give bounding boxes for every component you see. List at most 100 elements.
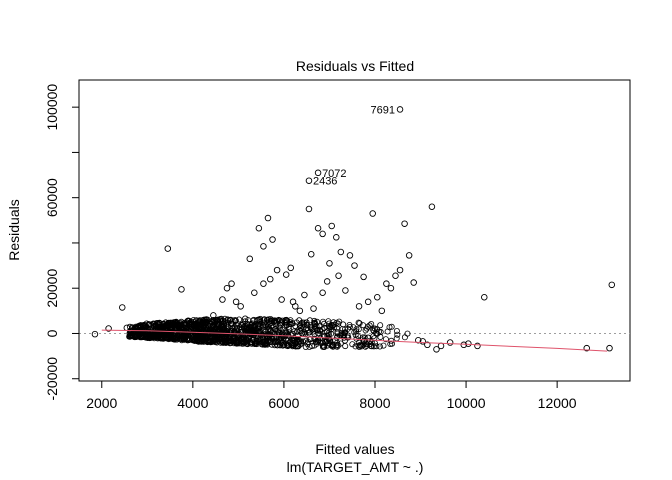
data-point xyxy=(246,255,254,263)
cloud-point xyxy=(189,321,196,328)
cloud-point xyxy=(206,326,213,333)
cloud-point xyxy=(273,327,280,334)
cloud-point xyxy=(209,319,216,326)
data-point xyxy=(342,287,349,294)
cloud-point xyxy=(308,343,315,350)
data-point xyxy=(428,203,436,210)
data-point xyxy=(378,307,386,315)
labeled-point xyxy=(314,169,322,177)
cloud-point xyxy=(229,325,236,332)
cloud-point xyxy=(219,337,226,344)
cloud-point xyxy=(270,318,277,325)
data-point xyxy=(383,280,390,287)
cloud-point xyxy=(244,338,251,345)
data-point xyxy=(319,230,326,238)
cloud-point xyxy=(221,325,228,332)
cloud-point xyxy=(356,320,363,327)
cloud-point xyxy=(333,325,340,332)
data-point xyxy=(260,280,267,287)
data-point xyxy=(223,284,231,292)
cloud-point xyxy=(281,341,288,348)
cloud-point xyxy=(273,317,280,324)
x-tick-label: 8000 xyxy=(359,395,390,411)
cloud-point xyxy=(257,330,264,337)
cloud-point xyxy=(306,317,313,324)
cloud-point xyxy=(313,318,320,325)
data-point xyxy=(474,342,481,350)
cloud-point xyxy=(305,329,312,336)
chart-title: Residuals vs Fitted xyxy=(296,58,414,74)
cloud-point xyxy=(377,328,384,335)
cloud-point xyxy=(367,340,374,347)
cloud-point xyxy=(170,319,177,326)
data-point xyxy=(141,322,149,329)
cloud-point xyxy=(363,325,370,332)
cloud-point xyxy=(183,336,190,343)
data-point xyxy=(237,303,244,310)
cloud-point xyxy=(274,342,281,349)
data-point xyxy=(164,245,172,252)
y-tick-label: 60000 xyxy=(44,178,60,217)
cloud-point xyxy=(189,331,196,338)
cloud-point xyxy=(248,321,255,328)
cloud-point xyxy=(362,327,369,334)
cloud-point xyxy=(160,332,167,339)
data-point xyxy=(267,275,274,283)
cloud-point xyxy=(287,317,294,324)
data-point xyxy=(401,220,408,227)
cloud-point xyxy=(327,323,334,330)
cloud-point xyxy=(224,319,231,326)
x-tick-label: 10000 xyxy=(447,395,486,411)
cloud-point xyxy=(138,333,145,340)
data-point xyxy=(296,307,304,315)
cloud-point xyxy=(321,333,328,340)
cloud-point xyxy=(353,335,360,342)
data-point xyxy=(314,224,322,232)
y-tick-label: -20000 xyxy=(44,357,60,401)
y-axis-label: Residuals xyxy=(6,199,22,260)
data-point xyxy=(465,340,472,347)
data-point xyxy=(232,298,240,306)
cloud-point xyxy=(214,334,221,341)
y-tick-label: 0 xyxy=(44,329,60,337)
data-point xyxy=(210,312,217,319)
cloud-point xyxy=(279,331,286,338)
cloud-point xyxy=(128,331,135,338)
cloud-point xyxy=(221,315,228,322)
data-point xyxy=(287,264,294,272)
data-point xyxy=(278,296,285,303)
data-point xyxy=(337,248,345,256)
cloud-point xyxy=(329,342,336,349)
cloud-point xyxy=(243,327,250,334)
cloud-point xyxy=(240,340,247,347)
cloud-point xyxy=(366,322,373,329)
data-point xyxy=(583,344,590,352)
cloud-point xyxy=(139,329,146,336)
data-point xyxy=(132,327,140,335)
cloud-point xyxy=(352,331,359,338)
cloud-point xyxy=(404,330,411,337)
x-axis-sublabel: lm(TARGET_AMT ~ .) xyxy=(287,459,424,475)
data-point xyxy=(346,252,354,259)
cloud-point xyxy=(368,320,375,327)
cloud-point xyxy=(394,331,401,338)
cloud-point xyxy=(252,322,259,329)
cloud-point xyxy=(331,324,338,331)
cloud-point xyxy=(373,330,380,337)
cloud-point xyxy=(213,337,220,344)
cloud-point xyxy=(224,317,231,324)
data-point xyxy=(335,272,342,280)
cloud-point xyxy=(384,328,391,335)
cloud-point xyxy=(297,321,304,328)
cloud-point xyxy=(225,337,232,344)
data-point xyxy=(289,298,297,306)
cloud-point xyxy=(337,340,344,347)
cloud-point xyxy=(269,333,276,340)
cloud-point xyxy=(196,325,203,332)
labeled-point xyxy=(305,177,313,184)
cloud-point xyxy=(376,343,383,350)
cloud-point xyxy=(276,317,283,324)
dense-point-cloud xyxy=(126,315,411,350)
cloud-point xyxy=(311,317,318,324)
